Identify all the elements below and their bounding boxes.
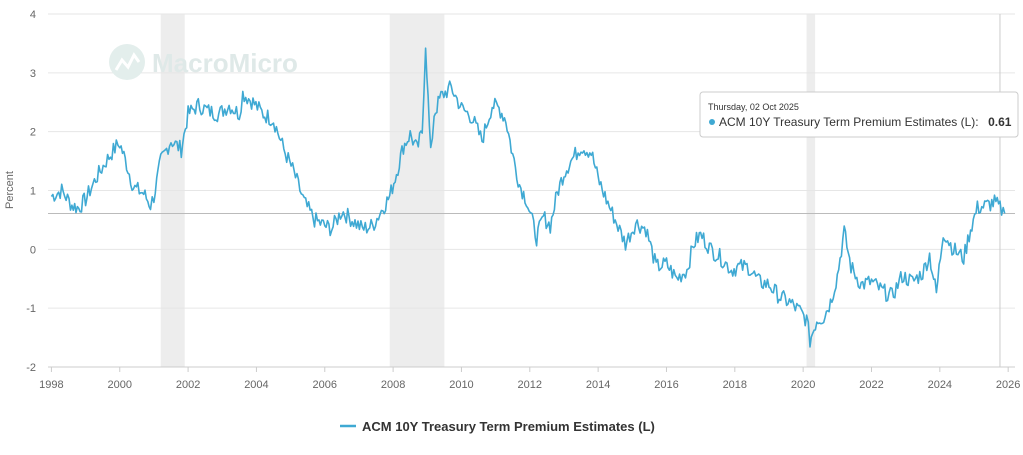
gridlines [48,13,1015,309]
y-tick-label: 2 [30,127,36,139]
x-tick-label: 2006 [313,379,337,391]
series-line-acm-10y-term-premium[interactable] [50,47,1006,348]
x-tick-label: 1998 [39,379,63,391]
watermark-logo-icon [109,44,145,80]
y-axis-title: Percent [4,171,16,209]
x-axis-ticks: 1998 2000 2002 2004 2006 2008 2010 2012 2014 2016… [39,367,1020,391]
x-tick-label: 2000 [108,379,132,391]
tooltip-series-name: ACM 10Y Treasury Term Premium Estimates … [719,115,979,129]
y-tick-label: 3 [30,68,36,80]
x-tick-label: 2022 [859,379,883,391]
tooltip-value: 0.61 [988,115,1012,129]
x-tick-label: 2016 [654,379,678,391]
x-tick-label: 2018 [723,379,747,391]
y-tick-label: -2 [26,362,36,374]
x-tick-label: 2012 [518,379,542,391]
watermark: MacroMicro [109,44,298,80]
y-tick-label: 4 [30,9,36,21]
y-tick-label: -1 [26,303,36,315]
x-tick-label: 2002 [176,379,200,391]
watermark-text: MacroMicro [152,48,298,78]
legend-item[interactable]: ACM 10Y Treasury Term Premium Estimates … [340,419,655,434]
y-axis-ticks: 4 3 2 1 0 -1 -2 [26,9,36,374]
tooltip-date: Thursday, 02 Oct 2025 [708,102,799,112]
x-tick-label: 2020 [791,379,815,391]
tooltip-series-text: ACM 10Y Treasury Term Premium Estimates … [719,113,1012,130]
tooltip-series-marker-icon [709,119,715,125]
x-tick-label: 2008 [381,379,405,391]
x-tick-label: 2014 [586,379,610,391]
y-tick-label: 0 [30,244,36,256]
y-tick-label: 1 [30,186,36,198]
tooltip-box [699,91,1019,138]
x-tick-label: 2026 [996,379,1020,391]
x-tick-label: 2004 [244,379,268,391]
x-tick-label: 2024 [928,379,952,391]
legend-label: ACM 10Y Treasury Term Premium Estimates … [362,419,655,434]
tooltip: Thursday, 02 Oct 2025 ACM 10Y Treasury T… [699,91,1019,138]
watermark-logo-mark [114,52,141,71]
x-tick-label: 2010 [449,379,473,391]
